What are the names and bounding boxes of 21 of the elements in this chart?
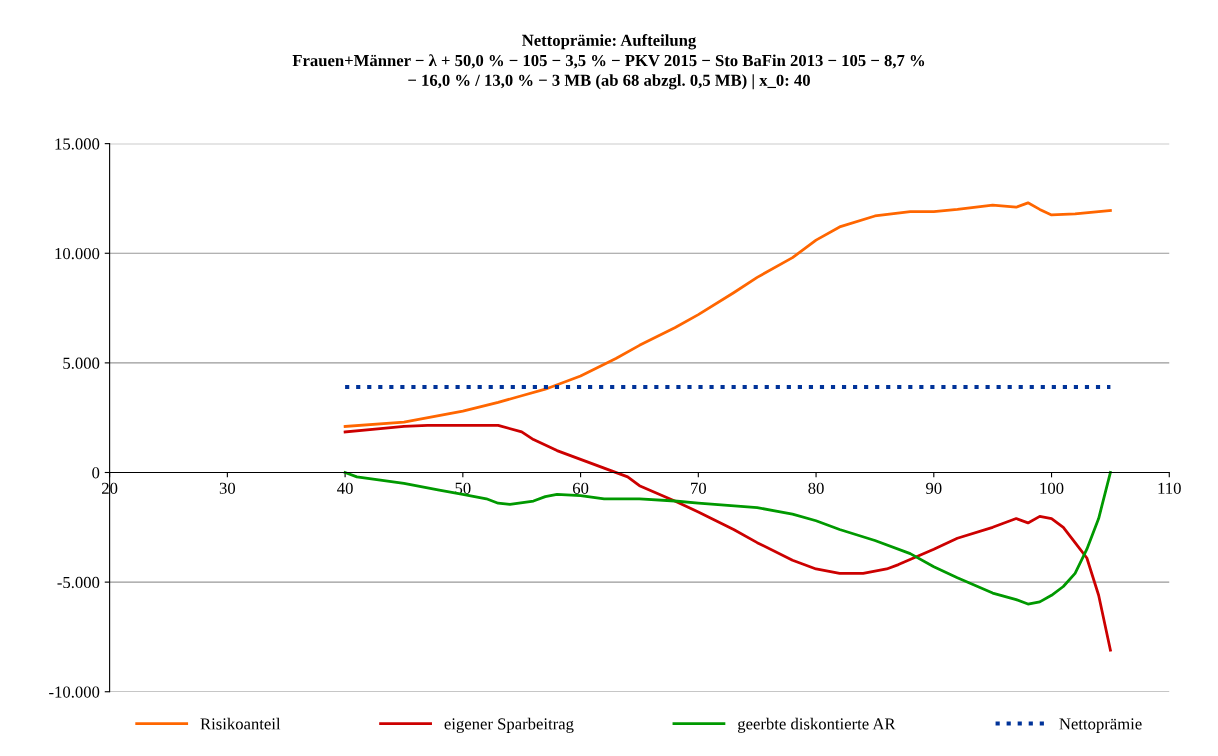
- x-tick-label: 30: [219, 482, 236, 494]
- y-tick-label: 10.000: [55, 247, 100, 260]
- legend-label: Nettoprämie: [1059, 718, 1142, 733]
- y-tick-label: 0: [92, 467, 100, 479]
- chart-subtitle: Frauen+Männer − λ + 50,0 % − 105 − 3,5 % − PKV 2015 − Sto BaFin 2013 − 105 − 8,7 % − 16,0 % / 13,0 % − 3 MB (ab 68 abzgl. 0,5 MB) | x_0: 40: [292, 54, 925, 90]
- y-tick-label: 15.000: [55, 138, 100, 150]
- legend-label: geerbte diskontierte AR: [737, 717, 896, 733]
- line-series: [343, 201, 1112, 428]
- x-tick-label: 90: [926, 482, 942, 494]
- y-tick-label: 5.000: [63, 357, 100, 369]
- y-tick-label: -5.000: [57, 576, 100, 589]
- x-tick-label: 60: [572, 482, 589, 494]
- x-tick-label: 80: [808, 482, 824, 494]
- y-tick-label: -10.000: [49, 686, 100, 698]
- x-tick-label: 40: [337, 482, 353, 494]
- legend-label: Risikoanteil: [200, 717, 281, 730]
- chart-title: Nettoprämie: Aufteilung: [522, 34, 697, 50]
- x-tick-label: 110: [1158, 482, 1181, 494]
- x-tick-label: 100: [1040, 482, 1064, 494]
- x-tick-label: 70: [691, 482, 707, 494]
- legend-label: eigener Sparbeitrag: [444, 717, 574, 733]
